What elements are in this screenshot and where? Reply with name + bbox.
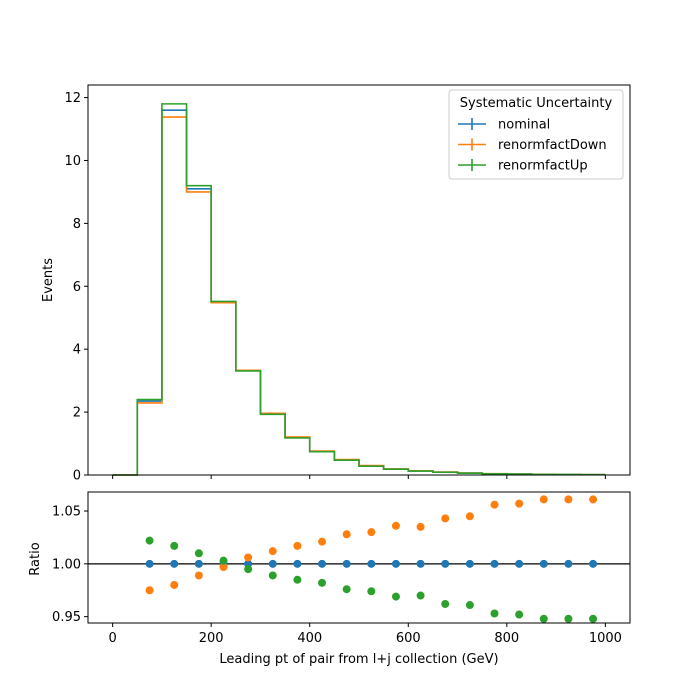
histogram-x-ticks — [112, 475, 606, 479]
ratio-point — [490, 609, 499, 618]
ratio-point — [145, 586, 154, 595]
ratio-point — [145, 559, 154, 568]
ratio-y-tick-label: 0.95 — [52, 610, 81, 625]
histogram-y-axis-label: Events — [41, 258, 56, 302]
ratio-point — [539, 495, 548, 504]
histogram-y-tick-label: 4 — [73, 343, 81, 358]
ratio-point — [416, 559, 425, 568]
ratio-point — [539, 559, 548, 568]
events-histogram-panel: 0 2 4 6 8 10 12 Events Systematic Uncertainty … — [41, 84, 631, 484]
ratio-y-ticks: 0.95 1.00 1.05 — [52, 505, 88, 625]
ratio-point — [367, 528, 376, 537]
ratio-point — [441, 514, 450, 523]
ratio-point — [318, 559, 327, 568]
ratio-point — [589, 495, 598, 504]
ratio-x-ticks: 0 200 400 600 800 1000 — [108, 623, 622, 646]
histogram-y-ticks: 0 2 4 6 8 10 12 — [64, 91, 88, 484]
ratio-point — [367, 559, 376, 568]
ratio-point — [194, 549, 203, 558]
ratio-x-tick-label: 800 — [494, 631, 519, 646]
ratio-point — [391, 521, 400, 530]
ratio-point — [268, 547, 277, 556]
ratio-y-tick-label: 1.05 — [52, 505, 81, 520]
histogram-y-tick-label: 6 — [73, 280, 81, 295]
ratio-point — [465, 559, 474, 568]
legend-label: nominal — [498, 118, 550, 133]
ratio-point — [342, 559, 351, 568]
histogram-y-tick-label: 10 — [64, 154, 81, 169]
ratio-point — [342, 530, 351, 539]
ratio-point — [219, 556, 228, 565]
ratio-x-tick-label: 400 — [297, 631, 322, 646]
ratio-point — [391, 559, 400, 568]
legend-entry-nominal: nominal — [458, 118, 550, 133]
ratio-plot-frame — [87, 491, 631, 624]
ratio-point — [589, 559, 598, 568]
ratio-point — [515, 559, 524, 568]
ratio-x-tick-label: 1000 — [589, 631, 622, 646]
histogram-y-tick-label: 12 — [64, 91, 81, 106]
ratio-series-renormfactdown — [145, 495, 598, 595]
ratio-point — [441, 599, 450, 608]
ratio-point — [268, 571, 277, 580]
legend-box — [448, 89, 624, 180]
histogram-y-tick-label: 0 — [73, 469, 81, 484]
ratio-point — [515, 499, 524, 508]
ratio-point — [244, 553, 253, 562]
ratio-point — [170, 559, 179, 568]
ratio-point — [465, 512, 474, 521]
ratio-point — [194, 571, 203, 580]
ratio-x-tick-label: 200 — [199, 631, 224, 646]
legend-entries: nominal renormfactDown renormfactUp — [458, 118, 607, 174]
ratio-point — [564, 559, 573, 568]
ratio-x-tick-label: 600 — [396, 631, 421, 646]
ratio-point — [145, 536, 154, 545]
ratio-point — [416, 591, 425, 600]
ratio-point — [293, 559, 302, 568]
legend-entry-renormfactdown: renormfactDown — [458, 138, 607, 153]
ratio-point — [391, 592, 400, 601]
legend-label: renormfactUp — [498, 159, 588, 174]
legend-label: renormfactDown — [498, 138, 607, 153]
ratio-point — [564, 614, 573, 623]
ratio-point — [219, 563, 228, 572]
ratio-point — [318, 578, 327, 587]
ratio-point — [342, 585, 351, 594]
ratio-x-tick-label: 0 — [108, 631, 116, 646]
ratio-y-axis-label: Ratio — [28, 542, 43, 575]
ratio-point — [318, 537, 327, 546]
legend-title: Systematic Uncertainty — [460, 96, 613, 111]
ratio-point — [465, 601, 474, 610]
ratio-panel: 0.95 1.00 1.05 0 200 400 600 800 1000 Ratio Lea… — [28, 491, 631, 667]
ratio-point — [367, 587, 376, 596]
ratio-point — [170, 580, 179, 589]
ratio-point — [268, 559, 277, 568]
ratio-y-tick-label: 1.00 — [52, 557, 81, 572]
histogram-plot-frame — [87, 84, 631, 476]
ratio-point — [194, 559, 203, 568]
histogram-y-tick-label: 2 — [73, 406, 81, 421]
histogram-y-tick-label: 8 — [73, 217, 81, 232]
ratio-series-nominal — [145, 559, 598, 568]
histogram-steps — [112, 103, 606, 476]
ratio-point — [293, 541, 302, 550]
legend: Systematic Uncertainty nominal renormfact… — [448, 89, 624, 180]
ratio-point — [490, 500, 499, 509]
ratio-point — [490, 559, 499, 568]
legend-entry-renormfactup: renormfactUp — [458, 159, 588, 174]
ratio-point — [170, 541, 179, 550]
ratio-point — [244, 565, 253, 574]
ratio-point — [515, 610, 524, 619]
ratio-point — [293, 575, 302, 584]
ratio-point — [441, 559, 450, 568]
ratio-x-axis-label: Leading pt of pair from l+j collection (… — [219, 652, 498, 667]
ratio-point — [564, 495, 573, 504]
ratio-point — [416, 522, 425, 531]
ratio-series-renormfactup — [145, 536, 598, 623]
ratio-points — [145, 495, 598, 623]
ratio-point — [539, 614, 548, 623]
histogram-series-renormfactup — [112, 103, 606, 476]
ratio-point — [589, 614, 598, 623]
